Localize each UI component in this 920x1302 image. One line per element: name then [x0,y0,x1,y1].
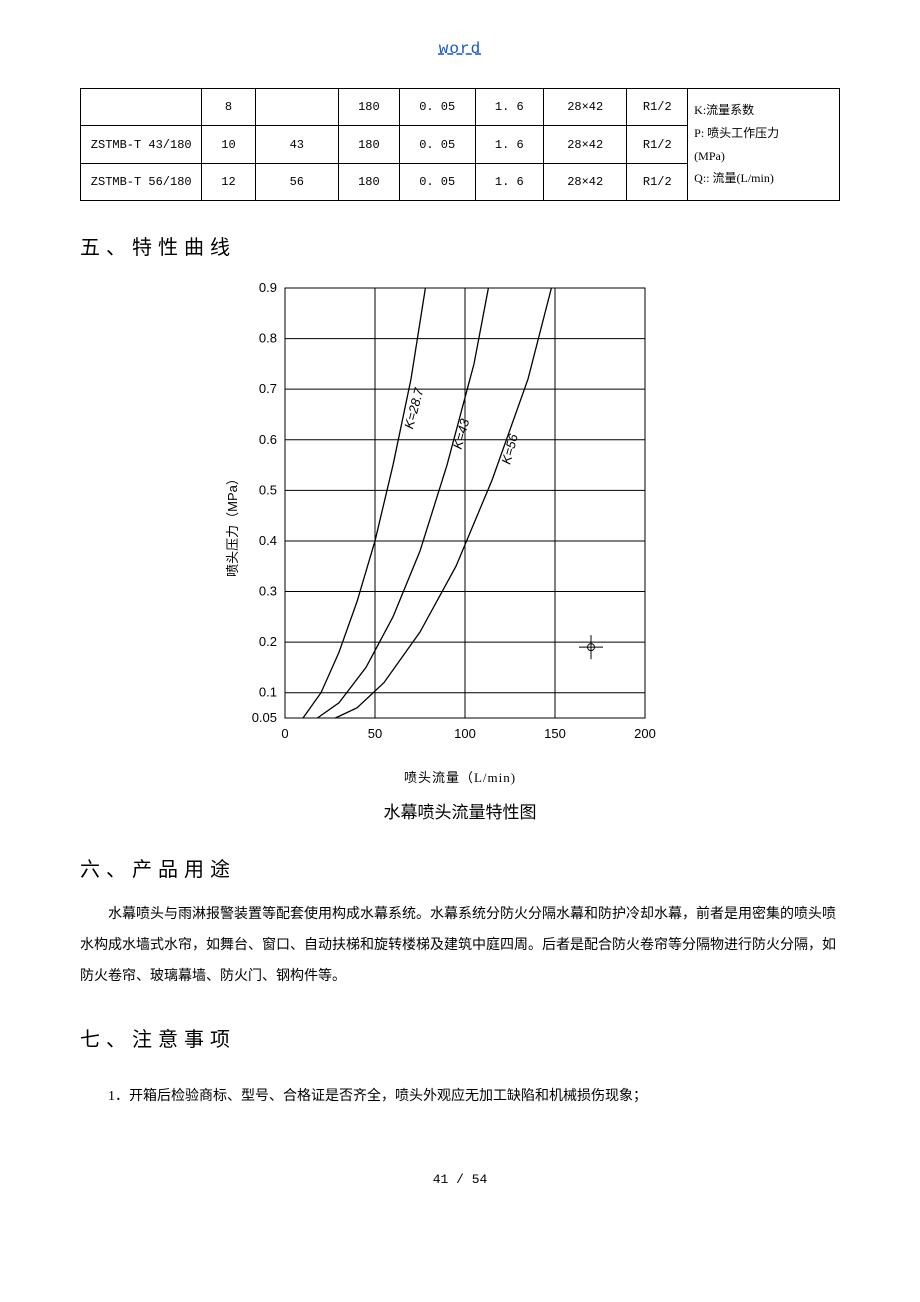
section5-title: 五、特性曲线 [80,231,840,260]
cell-p: 0. 05 [399,163,475,200]
svg-text:150: 150 [544,726,566,741]
page-number: 41 / 54 [80,1172,840,1187]
cell-thread: R1/2 [627,126,688,163]
cell-model: ZSTMB-T 43/180 [81,126,202,163]
section6-title: 六、产品用途 [80,853,840,882]
cell-thread: R1/2 [627,89,688,126]
cell-notes: K:流量系数 P: 喷头工作压力 (MPa) Q:: 流量(L/min) [688,89,840,201]
cell-size: 28×42 [543,163,626,200]
spec-table: 8 180 0. 05 1. 6 28×42 R1/2 K:流量系数 P: 喷头… [80,88,840,201]
cell-k: 43 [255,126,338,163]
cell-q: 1. 6 [475,89,543,126]
svg-text:200: 200 [634,726,656,741]
svg-text:0: 0 [281,726,288,741]
svg-text:0.8: 0.8 [259,331,277,346]
cell-d: 12 [202,163,255,200]
cell-t: 180 [339,163,400,200]
cell-model [81,89,202,126]
svg-text:0.7: 0.7 [259,381,277,396]
svg-text:100: 100 [454,726,476,741]
chart-caption: 水幕喷头流量特性图 [80,798,840,823]
svg-text:0.5: 0.5 [259,483,277,498]
cell-thread: R1/2 [627,163,688,200]
svg-text:喷头压力（MPa）: 喷头压力（MPa） [225,472,240,577]
cell-size: 28×42 [543,89,626,126]
header-word-link[interactable]: word [80,40,840,58]
svg-text:0.05: 0.05 [252,710,277,725]
svg-text:0.4: 0.4 [259,533,277,548]
cell-d: 10 [202,126,255,163]
cell-k [255,89,338,126]
chart-xlabel: 喷头流量（L/min) [80,767,840,786]
cell-k: 56 [255,163,338,200]
section6-para: 水幕喷头与雨淋报警装置等配套使用构成水幕系统。水幕系统分防火分隔水幕和防护冷却水… [80,900,840,992]
cell-q: 1. 6 [475,163,543,200]
cell-size: 28×42 [543,126,626,163]
cell-p: 0. 05 [399,126,475,163]
section7-item1: 1．开箱后检验商标、型号、合格证是否齐全，喷头外观应无加工缺陷和机械损伤现象； [108,1082,840,1113]
svg-text:0.2: 0.2 [259,634,277,649]
table-row: 8 180 0. 05 1. 6 28×42 R1/2 K:流量系数 P: 喷头… [81,89,840,126]
cell-t: 180 [339,126,400,163]
cell-d: 8 [202,89,255,126]
svg-text:50: 50 [368,726,382,741]
cell-p: 0. 05 [399,89,475,126]
svg-text:0.3: 0.3 [259,584,277,599]
svg-text:0.6: 0.6 [259,432,277,447]
svg-text:0.9: 0.9 [259,280,277,295]
svg-text:0.1: 0.1 [259,685,277,700]
section7-title: 七、注意事项 [80,1023,840,1052]
cell-model: ZSTMB-T 56/180 [81,163,202,200]
cell-t: 180 [339,89,400,126]
characteristic-chart: 0 50 100 150 200 0.05 0.1 0.2 0.3 0.4 0.5 0.6 0.7 0.8… [215,278,705,748]
cell-q: 1. 6 [475,126,543,163]
